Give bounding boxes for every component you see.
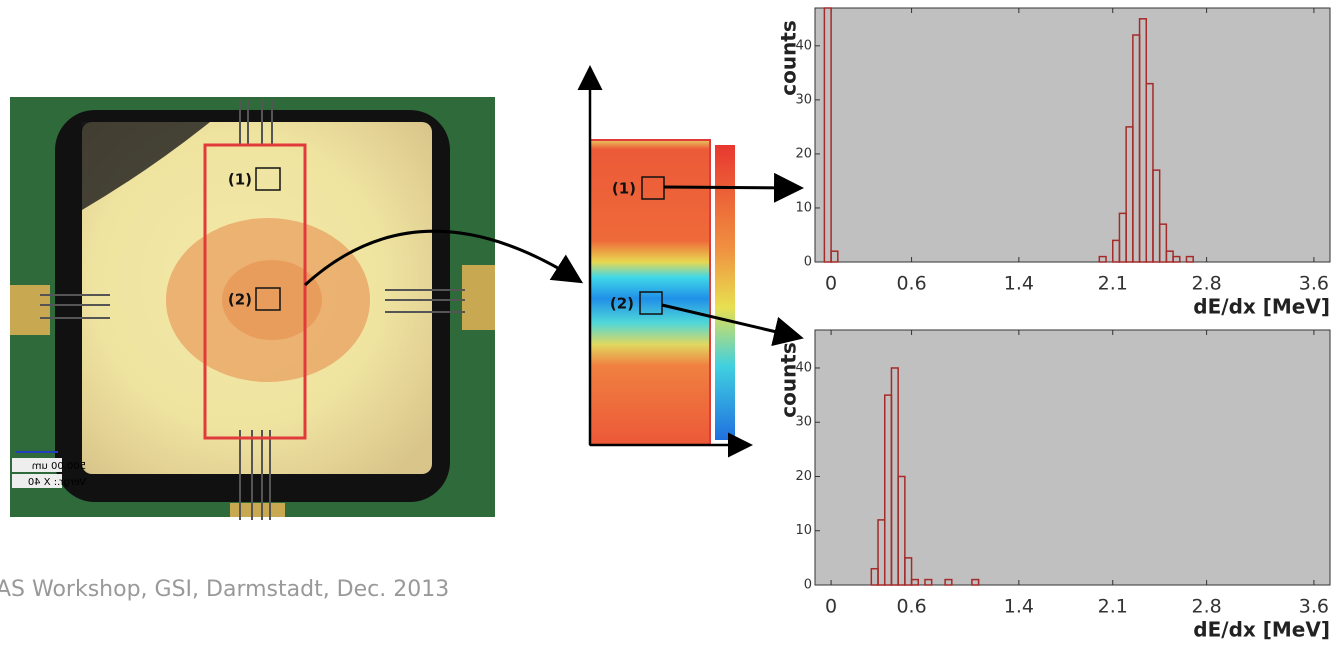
y-tick-label: 20 (795, 469, 812, 484)
x-tick-label: 0 (825, 273, 837, 295)
x-tick-label: 0 (825, 596, 837, 618)
x-tick-label: 0.6 (896, 596, 926, 618)
x-tick-label: 2.8 (1192, 273, 1222, 295)
y-axis-label: counts (777, 342, 801, 418)
histogram-bar (1098, 255, 1107, 263)
x-tick-label: 1.4 (1004, 596, 1034, 618)
y-tick-label: 10 (795, 200, 812, 215)
y-tick-label: 30 (795, 415, 812, 430)
histogram-bar (924, 578, 933, 586)
plot-area (814, 7, 1331, 263)
histogram-bar (823, 7, 832, 263)
x-axis-label: dE/dx [MeV] (1193, 295, 1330, 319)
region-label: (1) (612, 180, 636, 198)
histogram-bar (971, 578, 980, 586)
y-axis-label: counts (777, 20, 801, 96)
x-axis-label: dE/dx [MeV] (1193, 618, 1330, 642)
arrows (303, 172, 804, 347)
y-tick-label: 0 (804, 255, 812, 270)
x-tick-label: 2.1 (1098, 596, 1128, 618)
histogram-bar (1158, 223, 1168, 263)
magnification-label: Vergr.: X 40 (28, 477, 86, 488)
scale-bar-label: 500.00 um (32, 461, 86, 472)
histogram-bar (904, 557, 913, 586)
histogram-bar (830, 250, 839, 263)
dedx-map: (1) (2) (577, 65, 753, 458)
region-label: (1) (228, 171, 252, 189)
x-tick-label: 2.8 (1192, 596, 1222, 618)
y-tick-label: 40 (795, 360, 812, 375)
x-tick-label: 3.6 (1299, 596, 1329, 618)
y-tick-label: 40 (795, 38, 812, 53)
footer: AS Workshop, GSI, Darmstadt, Dec. 2013 (0, 577, 449, 602)
x-tick-label: 3.6 (1299, 273, 1329, 295)
x-tick-label: 0.6 (896, 273, 926, 295)
histogram-bar (944, 578, 953, 586)
histogram-bar (910, 578, 920, 586)
y-tick-label: 30 (795, 92, 812, 107)
y-tick-label: 0 (804, 578, 812, 593)
histogram-bar (1152, 169, 1161, 263)
region-label: (2) (610, 295, 634, 313)
x-tick-label: 1.4 (1004, 273, 1034, 295)
chip-photo: (1) (2) 500.00 um Vergr.: X 40 (10, 97, 495, 520)
histogram-bar (1185, 255, 1194, 263)
y-tick-label: 10 (795, 523, 812, 538)
plot-area (814, 329, 1331, 586)
x-tick-label: 2.1 (1098, 273, 1128, 295)
region-label: (2) (228, 291, 252, 309)
histogram-bar (1172, 255, 1181, 263)
y-tick-label: 20 (795, 146, 812, 161)
histogram-bar (897, 475, 906, 586)
